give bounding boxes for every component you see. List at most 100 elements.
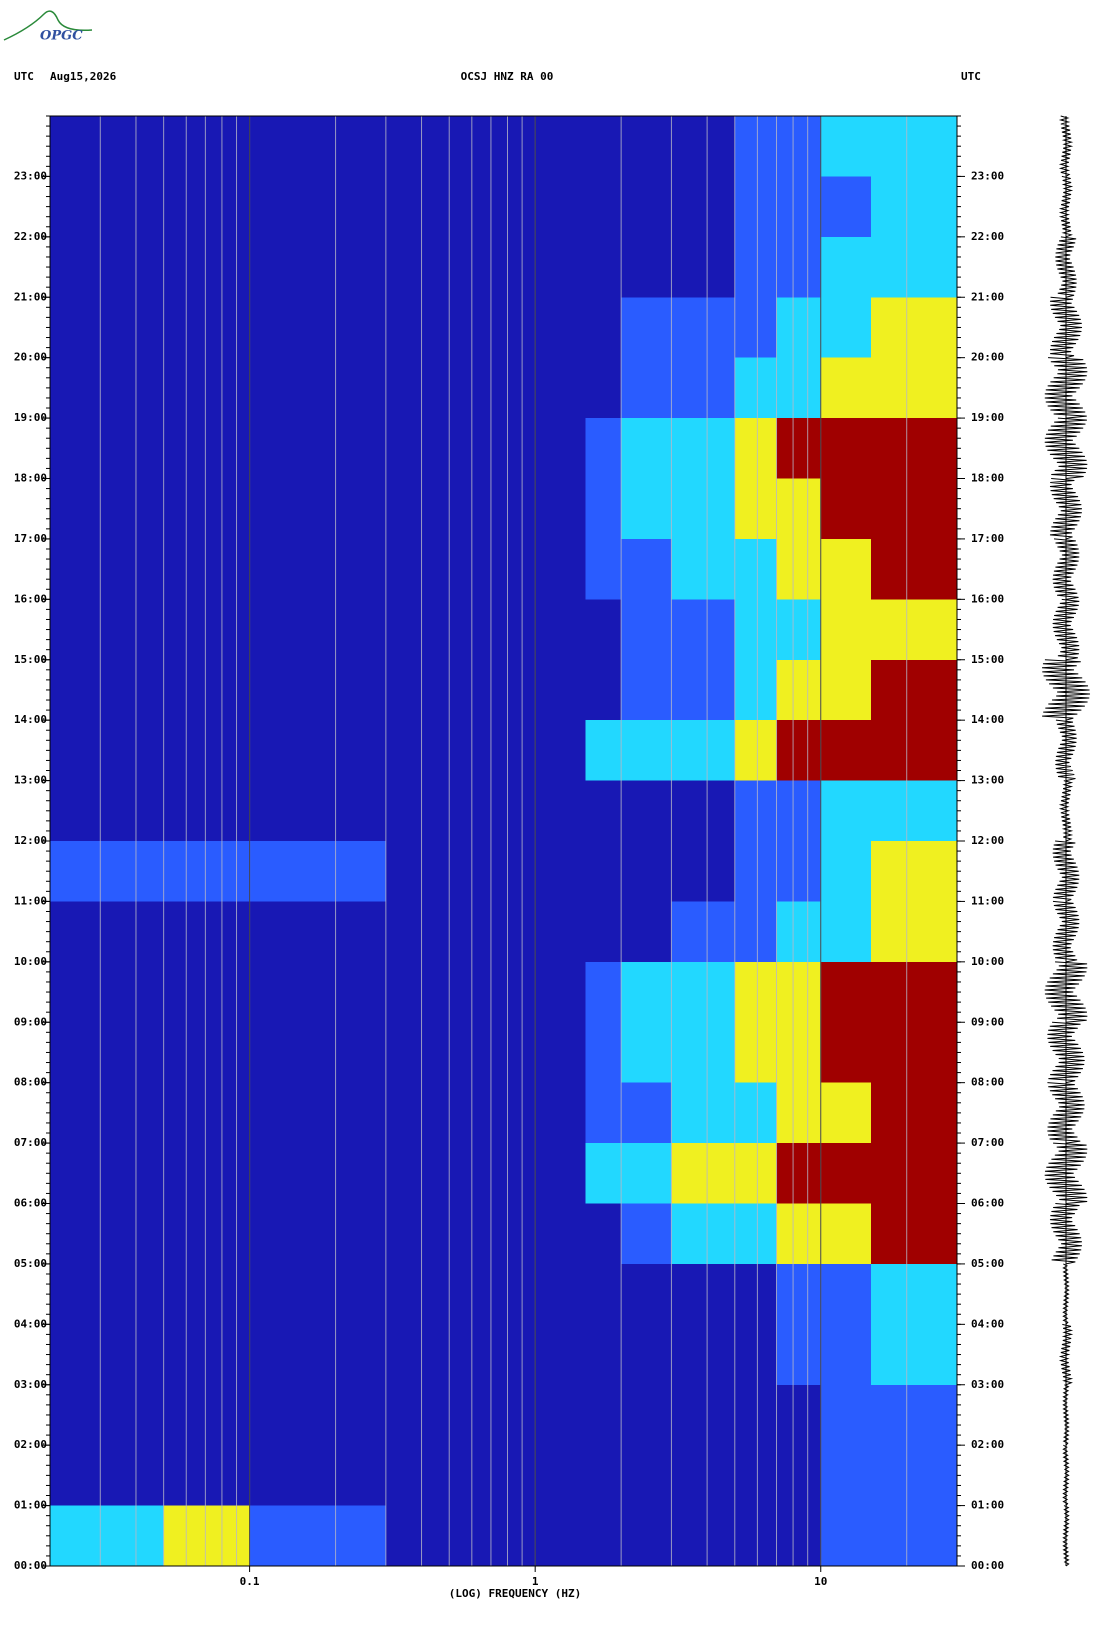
heatmap-cell xyxy=(871,599,957,660)
heatmap-cell xyxy=(585,478,622,539)
heatmap-cell xyxy=(820,720,872,781)
heatmap-cell xyxy=(671,236,735,298)
heatmap-cell xyxy=(50,116,164,177)
heatmap-cell xyxy=(671,1384,735,1446)
y-tick-label: 00:00 xyxy=(14,1559,47,1572)
heatmap-cell xyxy=(585,1203,622,1264)
heatmap-cell xyxy=(734,1263,777,1325)
heatmap-cell xyxy=(734,538,777,600)
heatmap-cell xyxy=(871,176,957,237)
heatmap-cell xyxy=(621,1505,672,1566)
y-tick-label-right: 21:00 xyxy=(971,290,1004,303)
heatmap-cell xyxy=(871,1445,957,1506)
heatmap-cell xyxy=(871,1263,957,1325)
heatmap-cell xyxy=(385,1143,536,1204)
heatmap-cell xyxy=(249,1022,386,1083)
y-tick-label-right: 13:00 xyxy=(971,774,1004,787)
heatmap-cell xyxy=(50,297,164,358)
heatmap-cell xyxy=(385,418,536,479)
heatmap-cell xyxy=(671,659,735,721)
heatmap-cell xyxy=(249,236,386,298)
heatmap-cell xyxy=(776,176,821,237)
heatmap-cell xyxy=(871,1324,957,1385)
heatmap-cell xyxy=(163,478,250,539)
heatmap-cell xyxy=(621,297,672,358)
heatmap-cell xyxy=(820,478,872,539)
y-tick-label-right: 11:00 xyxy=(971,894,1004,907)
heatmap-cell xyxy=(50,236,164,298)
heatmap-cell xyxy=(776,599,821,660)
heatmap-cell xyxy=(249,478,386,539)
heatmap-cell xyxy=(163,418,250,479)
heatmap-cell xyxy=(50,1082,164,1144)
heatmap-cell xyxy=(820,1203,872,1264)
heatmap-cell xyxy=(585,418,622,479)
heatmap-cell xyxy=(820,1143,872,1204)
heatmap-cell xyxy=(249,841,386,902)
heatmap-cell xyxy=(671,357,735,419)
heatmap-cell xyxy=(621,901,672,962)
trace-segment xyxy=(1062,1505,1070,1567)
heatmap-cell xyxy=(385,1445,536,1506)
heatmap-cell xyxy=(871,357,957,419)
heatmap-cell xyxy=(585,538,622,600)
y-tick-label-right: 07:00 xyxy=(971,1136,1004,1149)
heatmap-cell xyxy=(820,1324,872,1385)
heatmap-cell xyxy=(585,116,622,177)
heatmap-cell xyxy=(621,176,672,237)
y-tick-label-right: 18:00 xyxy=(971,472,1004,485)
y-tick-label-right: 02:00 xyxy=(971,1438,1004,1451)
heatmap-cell xyxy=(621,116,672,177)
heatmap-cell xyxy=(621,538,672,600)
heatmap-cell xyxy=(820,1263,872,1325)
y-tick-label: 10:00 xyxy=(14,955,47,968)
heatmap-cell xyxy=(535,1022,586,1083)
y-tick-label-right: 12:00 xyxy=(971,834,1004,847)
heatmap-cell xyxy=(535,418,586,479)
heatmap-cell xyxy=(535,176,586,237)
heatmap-cell xyxy=(734,357,777,419)
trace-segment xyxy=(1062,1444,1070,1506)
heatmap-cell xyxy=(50,780,164,841)
heatmap-cell xyxy=(535,478,586,539)
heatmap-cell xyxy=(163,1203,250,1264)
heatmap-cell xyxy=(671,901,735,962)
trace-segment xyxy=(1052,598,1080,661)
trace-segment xyxy=(1044,961,1088,1023)
trace-segment xyxy=(1062,1263,1070,1325)
heatmap-cell xyxy=(776,1263,821,1325)
heatmap-cell xyxy=(820,1505,872,1566)
trace-segment xyxy=(1049,296,1083,359)
heatmap-cell xyxy=(820,297,872,358)
heatmap-cell xyxy=(871,236,957,298)
heatmap-cell xyxy=(535,1445,586,1506)
heatmap-cell xyxy=(671,1143,735,1204)
heatmap-cell xyxy=(734,1384,777,1446)
y-tick-label: 18:00 xyxy=(14,472,47,485)
heatmap-cell xyxy=(671,1022,735,1083)
heatmap-cell xyxy=(871,780,957,841)
heatmap-cell xyxy=(734,418,777,479)
heatmap-cell xyxy=(535,841,586,902)
y-tick-label-right: 03:00 xyxy=(971,1378,1004,1391)
heatmap-cell xyxy=(249,599,386,660)
y-tick-label-right: 23:00 xyxy=(971,169,1004,182)
trace-segment xyxy=(1052,840,1080,902)
heatmap-cell xyxy=(535,357,586,419)
heatmap-cell xyxy=(385,1082,536,1144)
heatmap-cell xyxy=(871,901,957,962)
heatmap-cell xyxy=(776,720,821,781)
heatmap-cell xyxy=(385,1384,536,1446)
heatmap-cell xyxy=(871,478,957,539)
heatmap-cell xyxy=(871,1203,957,1264)
heatmap-cell xyxy=(734,1445,777,1506)
trace-segment xyxy=(1049,1203,1082,1265)
heatmap-cell xyxy=(249,1263,386,1325)
heatmap-cell xyxy=(621,1022,672,1083)
heatmap-cell xyxy=(671,1263,735,1325)
heatmap-cell xyxy=(871,1022,957,1083)
heatmap-cell xyxy=(585,659,622,721)
heatmap-cell xyxy=(671,1324,735,1385)
heatmap-cell xyxy=(585,1082,622,1144)
